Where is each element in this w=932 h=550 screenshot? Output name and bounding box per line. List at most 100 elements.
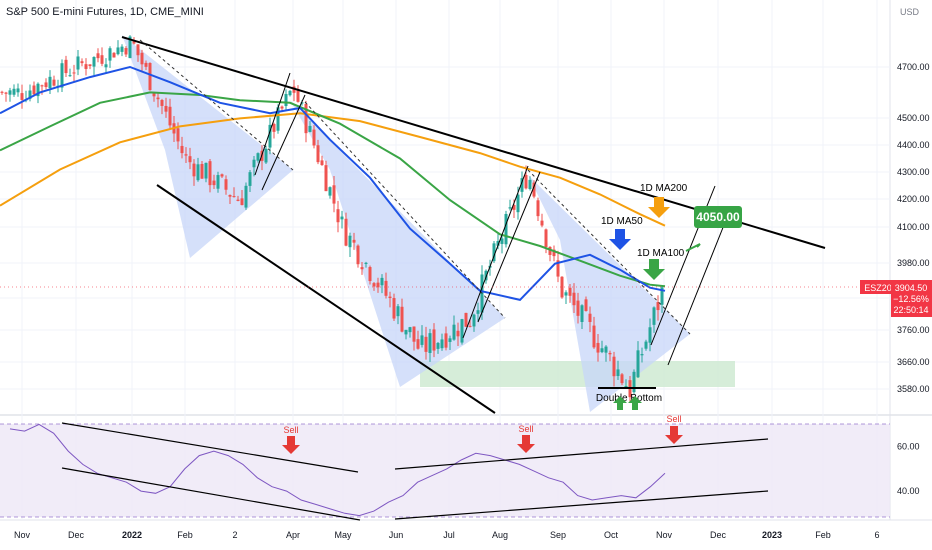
candle-body [432,329,436,351]
x-tick-label: Nov [656,530,673,540]
candle-body [624,385,628,387]
x-tick-label: Jun [389,530,404,540]
candle-body [16,88,20,93]
candle-body [572,292,576,306]
candle-body [296,89,300,102]
double-bottom-label: Double Bottom [596,393,662,404]
x-tick-label: 2023 [762,530,782,540]
candle-body [568,287,572,296]
candle-body [272,123,276,132]
candle-body [232,196,236,198]
candle-body [108,48,112,61]
candle-body [264,148,268,163]
candle-body [284,94,288,106]
sell-label-1: Sell [283,425,298,435]
candle-body [616,369,620,377]
candle-body [48,76,52,89]
candle-body [560,276,564,298]
candle-body [396,306,400,317]
candle-body [84,64,88,69]
x-tick-label: Feb [177,530,193,540]
candle-body [52,79,56,86]
candle-body [152,92,156,97]
candle-body [368,267,372,282]
rsi-line [9,423,666,517]
y-tick-label: 3580.00 [897,384,930,394]
candle-body [412,326,416,342]
rsi-trendline-2a [394,438,769,470]
candle-body [636,350,640,378]
price-tag-price: 3904.50 [895,283,928,293]
candle-body [508,207,512,209]
candle-body [212,180,216,186]
candle-body [656,302,660,311]
time-axis[interactable]: Nov Dec 2022 Feb 2 Apr May Jun Jul Aug Sep Oct Nov De… [14,530,880,540]
candle-body [4,92,8,94]
rsi-trendline-1b [61,467,361,521]
channel-line-2a [462,165,529,339]
candle-body [540,220,544,226]
candle-body [428,333,432,353]
candle-body [300,102,304,104]
blue-down-arrow [609,229,631,250]
candle-body [92,57,96,67]
candle-body [8,90,12,95]
candle-body [120,46,124,52]
candle-body [196,164,200,181]
candles [0,35,664,402]
candle-body [240,198,244,206]
candle-body [204,162,208,179]
y-tick-label: 4200.00 [897,194,930,204]
candle-body [420,335,424,345]
y-tick-label: 4400.00 [897,140,930,150]
candle-body [520,178,524,192]
dashed-line-3 [527,169,691,335]
candle-body [500,238,504,244]
candle-body [256,153,260,161]
price-axis[interactable]: 4700.00 4500.00 4400.00 4300.00 4200.00 4100.… [897,62,930,394]
candle-body [220,174,224,177]
candle-body [400,306,404,332]
candle-body [116,47,120,55]
candle-body [648,327,652,343]
y-tick-label: 4300.00 [897,167,930,177]
candle-body [504,213,508,245]
sell-arrow-2 [517,435,535,453]
candle-body [452,324,456,340]
ma100-line [0,91,666,288]
candle-body [236,199,240,201]
candle-body [60,63,64,88]
candle-body [224,179,228,190]
candle-body [640,354,644,356]
candle-body [620,374,624,384]
candle-body [612,356,616,377]
candle-body [112,52,116,58]
candle-body [88,64,92,66]
price-tag-symbol: ESZ2022 [864,283,902,293]
dashed-line-2 [304,101,506,319]
rsi-trendline-1a [61,422,359,473]
candle-body [156,97,160,100]
green-down-arrow [643,259,665,280]
candle-body [96,53,100,59]
candle-body [524,174,528,189]
candle-body [336,209,340,223]
candle-body [144,62,148,67]
y-tick-label: 4100.00 [897,222,930,232]
candle-body [344,218,348,246]
candle-body [32,85,36,95]
candle-body [436,342,440,349]
candle-body [184,154,188,156]
ma50-label: 1D MA50 [601,216,643,227]
candle-body [404,329,408,335]
candle-body [180,145,184,154]
sell-arrow-1 [282,436,300,454]
rsi-band [0,424,890,517]
candle-body [216,175,220,189]
candle-body [324,165,328,192]
candle-body [364,262,368,264]
ma50-line [0,65,666,302]
candle-body [128,36,132,59]
candle-body [248,172,252,186]
